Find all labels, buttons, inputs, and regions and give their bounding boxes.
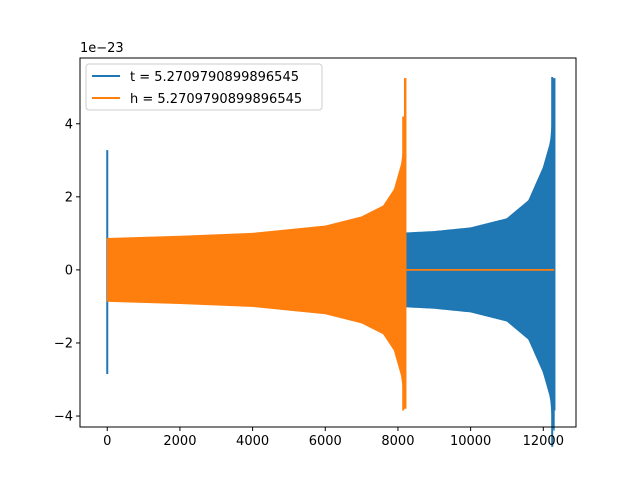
series-band-1: [106, 141, 406, 399]
y-tick-label-3: 2: [65, 190, 73, 205]
y-tick-label-0: −4: [54, 410, 73, 425]
series-h: [106, 78, 555, 411]
x-tick-label-8000: 8000: [381, 434, 414, 449]
axes-frame: [79, 57, 577, 428]
x-tick-label-10000: 10000: [450, 434, 491, 449]
x-tick-label-4000: 4000: [236, 434, 269, 449]
x-tick-label-2000: 2000: [163, 434, 196, 449]
legend: t = 5.2709790899896545 h = 5.27097908998…: [85, 63, 323, 111]
legend-box: [85, 63, 323, 111]
y-axis: −4 −2 0 2 4: [54, 117, 80, 425]
x-tick-label-12000: 12000: [523, 434, 564, 449]
legend-label-t: t = 5.2709790899896545: [130, 70, 299, 85]
x-tick-label-6000: 6000: [309, 434, 342, 449]
plot-area: [106, 76, 556, 447]
legend-label-h: h = 5.2709790899896545: [130, 92, 302, 107]
y-tick-label-1: −2: [54, 336, 73, 351]
y-offset-label: 1e−23: [80, 41, 124, 56]
y-tick-label-2: 0: [65, 263, 73, 278]
x-tick-label-0: 0: [103, 434, 111, 449]
x-axis: 0 2000 4000 6000 8000 10000 12000: [103, 427, 564, 449]
y-tick-label-4: 4: [65, 117, 73, 132]
